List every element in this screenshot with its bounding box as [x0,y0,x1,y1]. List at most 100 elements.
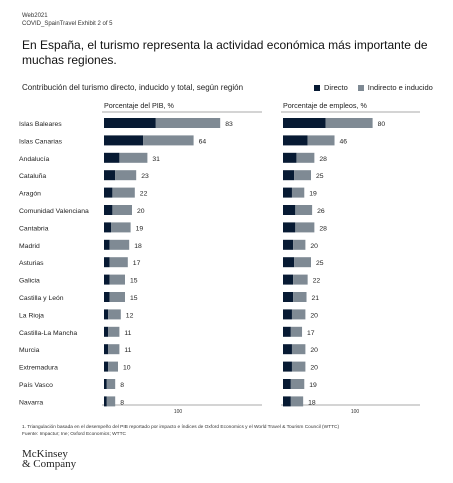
bar-directo [283,170,295,181]
category-label: Murcia [19,347,40,354]
bar-indirecto [290,396,304,407]
bar-total-label: 17 [133,260,141,267]
bar-directo [104,292,110,302]
bar-directo [283,361,292,372]
bar-total-label: 8 [120,399,124,406]
bar-indirecto [112,187,135,198]
bar-indirecto [291,344,306,355]
bar-directo [283,205,296,215]
bar-directo [283,222,296,233]
category-label: Castilla y León [19,295,64,302]
bar-total-label: 25 [316,260,324,267]
category-label: Castilla-La Mancha [19,330,77,337]
bar-indirecto [119,152,148,163]
category-label: Islas Baleares [19,121,62,128]
category-label: Galicia [19,278,40,285]
category-label: País Vasco [19,382,53,389]
category-label: Madrid [19,243,40,250]
bar-total-label: 15 [130,295,138,302]
bar-indirecto [293,292,307,302]
category-label: Asturias [19,260,44,267]
bar-indirecto [106,396,116,407]
bar-total-label: 10 [123,365,131,372]
bar-total-label: 12 [126,312,134,319]
bar-indirecto [109,292,125,302]
bar-total-label: 18 [134,243,142,250]
category-label: Aragón [19,191,41,198]
bar-total-label: 11 [124,330,131,337]
bar-total-label: 31 [152,156,160,163]
stacked-bar-charts: Islas Baleares Islas Canarias Andalucía Cat… [19,101,420,415]
bar-indirecto [291,361,306,372]
bar-directo [104,309,109,320]
bar-directo [283,326,291,337]
bar-total-label: 21 [312,295,320,302]
bar-directo [283,187,292,198]
bar-indirecto [294,257,311,268]
bar-directo [104,118,156,128]
bar-directo [104,170,116,181]
bar-total-label: 64 [199,138,207,145]
bar-directo [283,292,294,302]
bar-total-label: 19 [309,382,317,389]
bar-directo [104,135,144,146]
category-label: Extremadura [19,365,58,372]
bar-directo [104,222,111,233]
bar-directo [283,239,294,250]
mckinsey-logo: McKinsey & Company [22,448,77,470]
bar-indirecto [143,135,194,146]
bar-indirecto [291,309,306,320]
bar-total-label: 17 [307,330,315,337]
bar-directo [283,344,292,355]
bar-indirecto [295,222,315,233]
panel-title: Porcentaje del PIB, % [104,101,175,110]
legend-swatch-directo [314,84,320,91]
bar-directo [104,379,107,389]
bar-directo [104,205,113,215]
bar-total-label: 23 [141,173,149,180]
legend-label-indirecto: Indirecto e inducido [367,83,433,92]
legend-swatch-indirecto [357,84,364,91]
bar-directo [104,344,109,355]
bar-total-label: 28 [319,225,327,232]
panel-title: Porcentaje de empleos, % [283,101,368,110]
bar-directo [283,274,294,285]
chart-legend: Directo Indirecto e inducido [314,83,433,92]
bar-directo [283,152,297,163]
legend-label-directo: Directo [324,83,348,92]
exhibit-label: COVID_SpainTravel Exhibit 2 of 5 [22,21,113,27]
bar-total-label: 20 [310,347,318,354]
panel-axis-label: 100 [351,409,360,415]
bar-indirecto [108,326,120,337]
bar-directo [104,187,113,198]
bar-directo [104,239,110,250]
bar-total-label: 20 [137,208,145,215]
bar-indirecto [296,152,315,163]
exhibit-title: En España, el turismo representa la acti… [22,38,428,67]
bar-total-label: 83 [225,121,233,128]
category-label: La Rioja [19,312,44,319]
bar-total-label: 19 [136,225,144,232]
logo-line-1: McKinsey [22,448,68,460]
bar-directo [283,379,291,389]
bar-directo [283,135,308,146]
bar-total-label: 25 [316,173,324,180]
bar-directo [283,118,326,128]
bar-directo [283,396,291,407]
bar-indirecto [108,344,120,355]
bar-directo [104,396,107,407]
bar-indirecto [290,326,303,337]
bar-total-label: 22 [140,191,148,198]
bar-total-label: 20 [310,365,318,372]
bar-indirecto [293,274,308,285]
bar-directo [283,257,295,268]
bar-total-label: 11 [124,347,131,354]
bar-total-label: 20 [310,243,318,250]
bar-indirecto [307,135,335,146]
category-label: Andalucía [19,156,49,163]
bar-indirecto [108,361,118,372]
category-label: Navarra [19,399,43,406]
bar-indirecto [109,239,130,250]
bar-indirecto [106,379,116,389]
logo-line-2: & Company [22,458,77,470]
